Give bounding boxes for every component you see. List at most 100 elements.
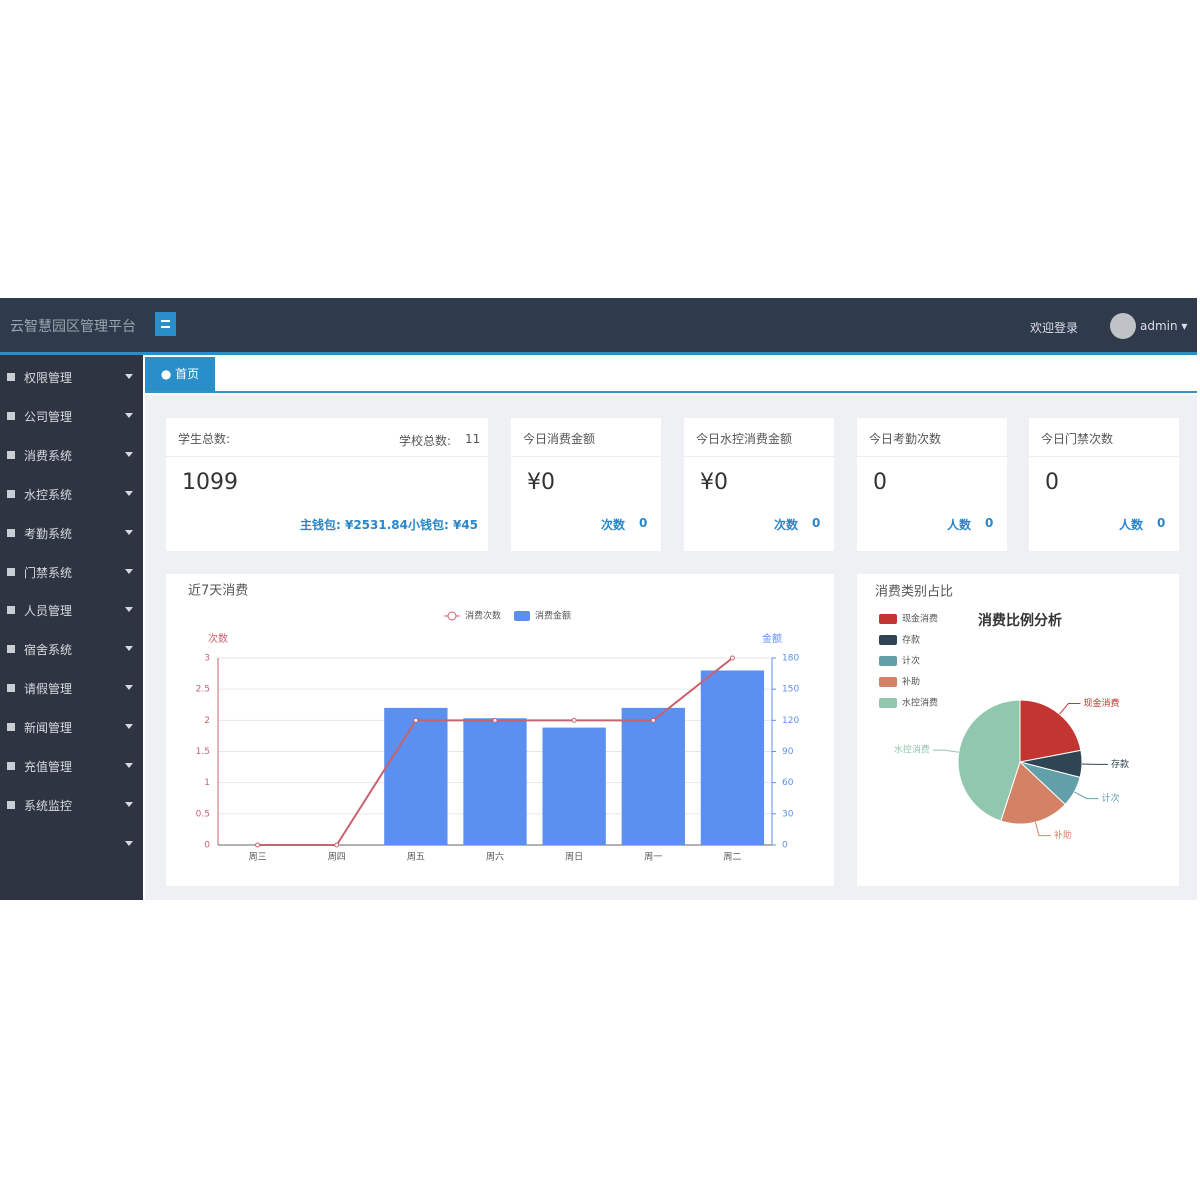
divider — [684, 456, 834, 457]
sidebar-item[interactable]: 请假管理 — [0, 672, 143, 704]
stat-value: 0 — [873, 470, 887, 495]
line-point — [650, 717, 656, 723]
stat-value: ¥0 — [700, 470, 728, 495]
stat-footer-value: 0 — [1157, 516, 1166, 530]
line-point — [492, 717, 498, 723]
sidebar-item[interactable]: 水控系统 — [0, 478, 143, 510]
sidebar-icon — [7, 489, 15, 498]
sidebar-arrow — [125, 490, 133, 496]
stat-title: 今日水控消费金额 — [696, 432, 793, 446]
sidebar-item[interactable]: 门禁系统 — [0, 556, 143, 588]
divider — [166, 456, 488, 457]
label-line — [1034, 821, 1051, 837]
sidebar-icon — [7, 411, 15, 420]
sidebar-item[interactable]: 宿舍系统 — [0, 633, 143, 665]
x-tick-label: 周二 — [723, 852, 741, 863]
sidebar-icon — [7, 567, 15, 576]
y2-tick-label: 90 — [782, 747, 794, 757]
legend-swatch — [879, 677, 897, 687]
slice-label: 补助 — [1054, 829, 1072, 841]
sidebar-arrow — [125, 607, 133, 613]
sidebar-arrow — [125, 763, 133, 768]
main-wallet: 主钱包: ¥2531.84 — [300, 518, 408, 532]
x-tick-label: 周三 — [249, 852, 267, 863]
sidebar-item[interactable]: 充值管理 — [0, 750, 143, 782]
line-point — [413, 717, 419, 723]
x-tick-label: 周五 — [407, 852, 425, 863]
student-count: 1099 — [182, 470, 238, 495]
stat-footer-label: 人数 — [947, 518, 972, 532]
stat-card: 今日水控消费金额 ¥0 次数 0 — [684, 418, 834, 551]
label-line — [1059, 702, 1081, 715]
line-point — [729, 655, 735, 661]
x-tick-label: 周日 — [565, 852, 583, 863]
line-point — [334, 842, 340, 848]
divider — [857, 456, 1007, 457]
student-label: 学生总数: — [178, 432, 231, 446]
chart-title: 消费类别占比 — [875, 585, 953, 600]
y2-tick-label: 120 — [782, 716, 799, 726]
sidebar-label: 系统监控 — [24, 798, 73, 813]
app-title: 云智慧园区管理平台 — [10, 319, 136, 335]
y-tick-label: 0 — [204, 841, 210, 851]
tab[interactable]: ● 首页 — [145, 357, 215, 391]
sidebar-label: 考勤系统 — [24, 526, 73, 541]
sidebar-arrow — [125, 801, 133, 807]
stat-title: 今日消费金额 — [523, 432, 596, 446]
stat-footer-label: 人数 — [1119, 518, 1144, 532]
chart-title: 近7天消费 — [188, 584, 248, 599]
avatar[interactable] — [1110, 313, 1136, 339]
legend-label: 补助 — [902, 676, 920, 688]
school-label: 学校总数: — [399, 434, 452, 448]
stat-footer-value: 0 — [812, 516, 821, 530]
sidebar-icon — [7, 800, 15, 809]
y-axis-name: 次数 — [208, 632, 228, 645]
bar-card: 近7天消费 次数 金额 0 0.5 1 1.5 2 2.5 3 0 30 60 90 120 150 180 周三… — [166, 574, 834, 886]
stat-title: 今日门禁次数 — [1041, 432, 1114, 446]
sidebar-arrow — [125, 724, 133, 730]
slice-label: 存款 — [1111, 758, 1129, 770]
menu-toggle[interactable] — [155, 312, 176, 336]
pie-slice — [957, 699, 1021, 822]
user-menu[interactable]: admin ▾ — [1140, 319, 1188, 333]
sidebar-item[interactable]: 消费系统 — [0, 439, 143, 471]
school-count: 11 — [465, 432, 481, 446]
legend-label: 现金消费 — [902, 613, 938, 625]
y2-tick-label: 60 — [782, 778, 794, 788]
stat-value: ¥0 — [527, 470, 555, 495]
sidebar-arrow — [125, 374, 133, 379]
x-tick-label: 周六 — [486, 851, 504, 863]
sidebar-item[interactable]: 权限管理 — [0, 361, 143, 393]
y2-tick-label: 150 — [782, 685, 799, 695]
stat-footer-label: 次数 — [774, 518, 799, 532]
sidebar-label: 人员管理 — [24, 604, 73, 619]
menu-icon — [161, 320, 170, 328]
sidebar-icon — [7, 373, 15, 381]
slice-label: 计次 — [1102, 792, 1120, 804]
stat-footer-value: 0 — [639, 516, 648, 530]
sidebar-item[interactable]: 人员管理 — [0, 594, 143, 626]
stat-card: 今日考勤次数 0 人数 0 — [857, 418, 1007, 551]
sidebar-item[interactable]: 公司管理 — [0, 400, 143, 432]
bar — [700, 670, 765, 845]
legend-swatch — [879, 635, 897, 645]
sidebar-arrow — [125, 685, 133, 691]
sidebar-item[interactable]: 新闻管理 — [0, 711, 143, 743]
legend-swatch — [514, 611, 530, 621]
legend-swatch — [879, 698, 897, 708]
divider — [1029, 456, 1179, 457]
sidebar-icon — [7, 606, 15, 615]
label-line — [932, 749, 959, 753]
sidebar-item[interactable]: 系统监控 — [0, 789, 143, 821]
sidebar-arrow — [125, 568, 133, 574]
y-tick-label: 1 — [204, 778, 210, 788]
stat-value: 0 — [1045, 470, 1059, 495]
sidebar-label: 公司管理 — [24, 409, 73, 424]
sidebar-label: 宿舍系统 — [24, 643, 73, 658]
slice-label: 现金消费 — [1083, 697, 1119, 709]
sidebar-item[interactable] — [0, 828, 143, 860]
y-tick-label: 2 — [204, 716, 210, 726]
sidebar-item[interactable]: 考勤系统 — [0, 517, 143, 549]
